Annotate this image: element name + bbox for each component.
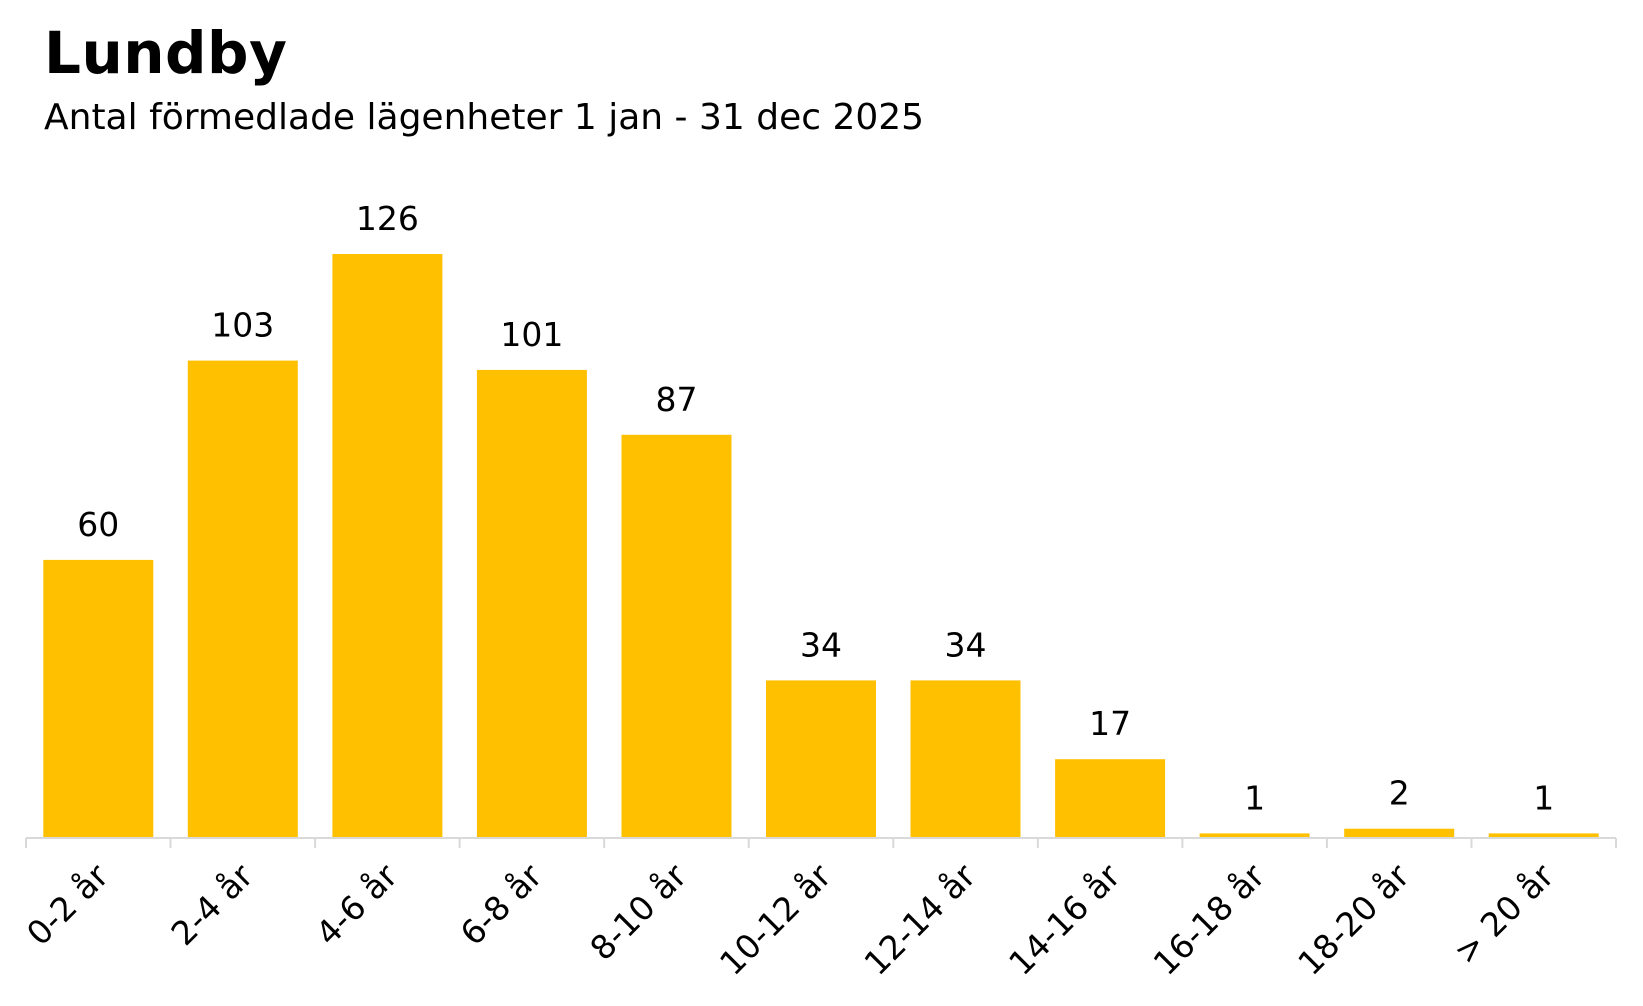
bars-group xyxy=(43,254,1599,838)
x-tick-label: 4-6 år xyxy=(308,856,405,953)
bar xyxy=(1344,828,1455,838)
bar xyxy=(910,680,1021,838)
x-tick-label: 2-4 år xyxy=(163,856,260,953)
data-label: 1 xyxy=(1244,778,1265,817)
x-tick-label: 10-12 år xyxy=(712,856,839,983)
bar xyxy=(1199,833,1310,838)
bar xyxy=(621,434,732,838)
bar xyxy=(43,559,154,838)
bar xyxy=(1055,759,1166,838)
x-tick-label: 8-10 år xyxy=(582,856,694,968)
data-label: 60 xyxy=(77,505,119,544)
chart-header: Lundby Antal förmedlade lägenheter 1 jan… xyxy=(44,19,925,139)
data-labels-group: 60 103 126 101 87 34 34 17 1 2 1 xyxy=(77,199,1554,817)
data-label: 34 xyxy=(800,625,842,664)
x-axis xyxy=(25,837,1617,848)
chart-title: Lundby xyxy=(44,19,288,87)
data-label: 87 xyxy=(656,380,698,419)
data-label: 2 xyxy=(1389,774,1410,813)
bar xyxy=(187,360,298,838)
bar xyxy=(1488,833,1599,838)
data-label: 103 xyxy=(211,306,274,345)
data-label: 17 xyxy=(1089,704,1131,743)
x-tick-label: 12-14 år xyxy=(856,856,983,983)
x-tick-label: 14-16 år xyxy=(1001,856,1128,983)
bar xyxy=(332,254,443,838)
data-label: 101 xyxy=(500,315,563,354)
bar xyxy=(476,369,587,838)
x-tick-label: 18-20 år xyxy=(1290,856,1417,983)
data-label: 34 xyxy=(945,625,987,664)
x-tick-label: 16-18 år xyxy=(1146,856,1273,983)
data-label: 1 xyxy=(1533,778,1554,817)
chart-subtitle: Antal förmedlade lägenheter 1 jan - 31 d… xyxy=(44,96,925,138)
x-tick-label: 6-8 år xyxy=(453,856,550,953)
x-tick-label: 0-2 år xyxy=(19,856,116,953)
x-tick-labels-group: 0-2 år 2-4 år 4-6 år 6-8 år 8-10 år 10-12 år 1… xyxy=(19,856,1562,983)
x-tick-label: > 20 år xyxy=(1446,856,1562,972)
data-label: 126 xyxy=(356,199,419,238)
bar xyxy=(766,680,876,838)
